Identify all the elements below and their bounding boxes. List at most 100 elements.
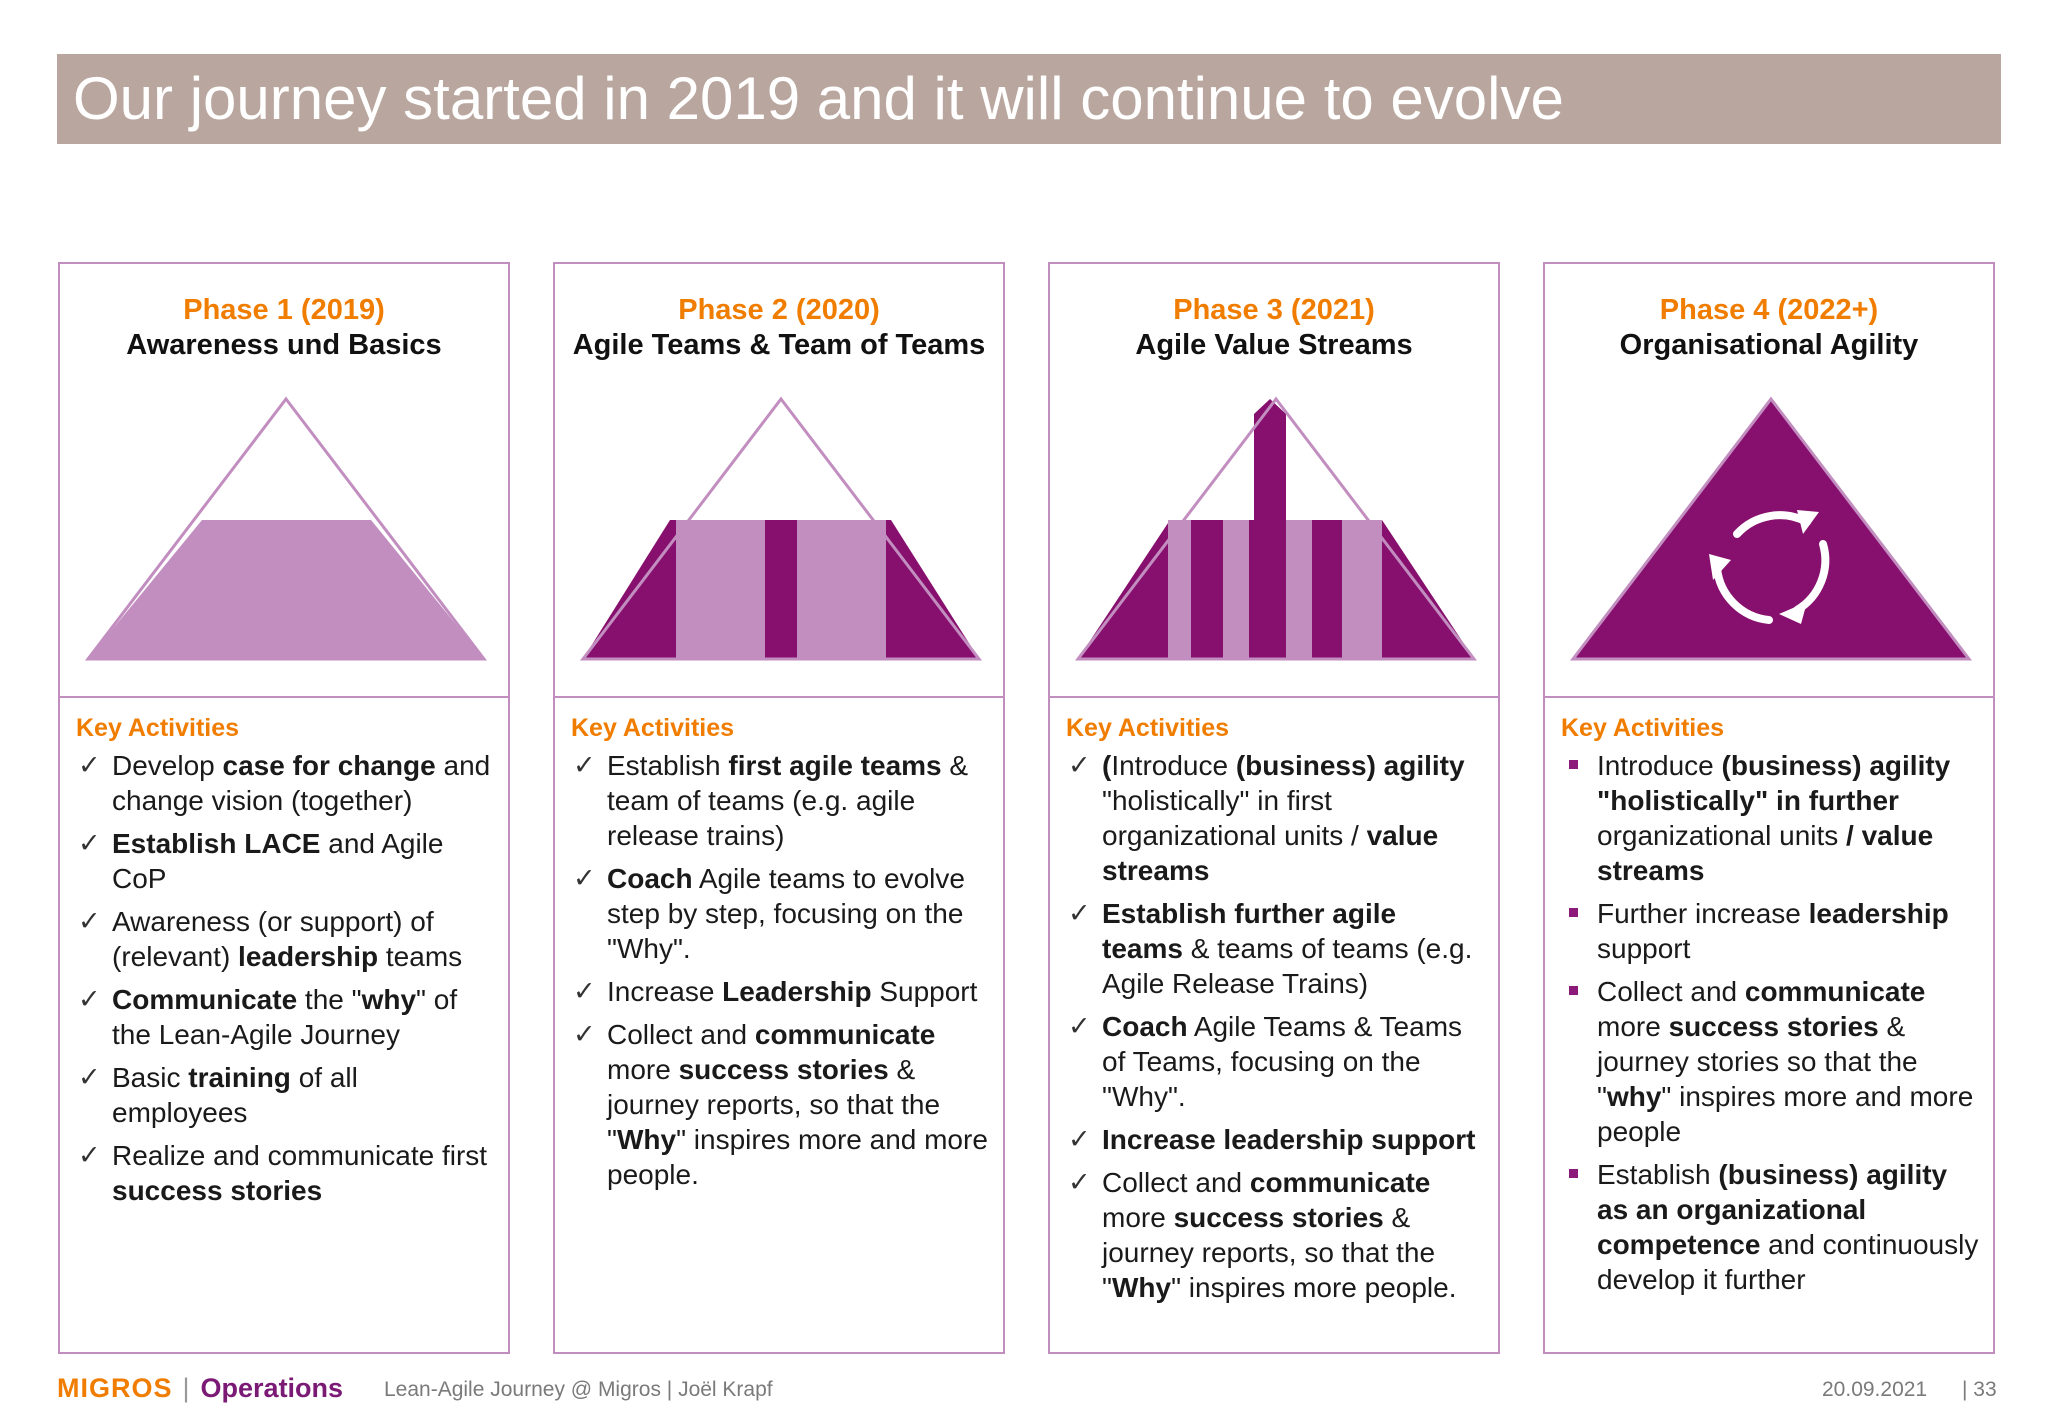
activity-text-bold: (business) agility as an organizational … [1597, 1159, 1948, 1260]
activity-item: ✓ Increase Leadership Support [571, 974, 989, 1009]
pyramid-value-stream-spike [1254, 399, 1286, 659]
checkmark-icon: ✓ [78, 984, 101, 1014]
activity-text: Develop [112, 750, 223, 781]
activity-text-bold: success stories [1668, 1011, 1879, 1042]
activity-text: Basic [112, 1062, 189, 1093]
activity-item: ✓ Basic training of all employees [76, 1060, 494, 1130]
phase-subtitle: Agile Value Streams [1135, 329, 1413, 361]
checkmark-icon: ✓ [78, 906, 101, 936]
key-activities-label: Key Activities [571, 714, 735, 742]
activity-list: ✓ Develop case for change and change visi… [76, 748, 494, 1216]
phase-label: Phase 3 (2021) [1173, 294, 1375, 326]
activity-text: more [607, 1054, 679, 1085]
activity-item: ✓ (Introduce (business) agility "holistic… [1066, 748, 1484, 888]
activity-text-bold: (business) agility "holistically" in fur… [1597, 750, 1951, 816]
activity-text-bold: success stories [112, 1175, 323, 1206]
pyramid-phase-1-graphic [84, 396, 488, 661]
activity-text: organizational units [1597, 820, 1847, 851]
activity-text: and change vision (together) [112, 750, 491, 816]
activity-text-bold: value streams [1102, 820, 1439, 886]
activity-text: Agile Teams & Teams of Teams, focusing o… [1102, 1011, 1463, 1112]
bullet-square-icon [1569, 908, 1578, 917]
activity-text: teams [378, 941, 463, 972]
activity-text: Introduce [1111, 750, 1236, 781]
phase-subtitle: Organisational Agility [1619, 329, 1919, 361]
migros-operations-logo: MIGROS | Operations [57, 1373, 343, 1404]
activity-text: Collect and [1102, 1167, 1250, 1198]
activity-text-bold: Coach [607, 863, 693, 894]
activity-text: of all employees [112, 1062, 358, 1128]
activity-text: & journey reports, so that the " [607, 1054, 941, 1155]
activity-item: ✓ Develop case for change and change visi… [76, 748, 494, 818]
checkmark-icon: ✓ [1068, 1124, 1091, 1154]
logo-unit: Operations [200, 1373, 344, 1403]
activity-item: ✓ Establish first agile teams & team of t… [571, 748, 989, 853]
phase-label: Phase 2 (2020) [678, 294, 880, 326]
activity-text: Collect and [1597, 976, 1745, 1007]
checkmark-icon: ✓ [78, 828, 101, 858]
activity-list: ✓ Establish first agile teams & team of t… [571, 748, 989, 1200]
activity-text: & journey reports, so that the " [1102, 1202, 1436, 1303]
pyramid-phase-2-graphic [579, 396, 983, 661]
activity-item: Establish (business) agility as an organ… [1561, 1157, 1979, 1297]
checkmark-icon: ✓ [573, 750, 596, 780]
pyramid-stream-bar [1191, 520, 1223, 659]
checkmark-icon: ✓ [573, 1019, 596, 1049]
activity-item: ✓ Coach Agile teams to evolve step by ste… [571, 861, 989, 966]
activity-text: " inspires more people. [1171, 1272, 1457, 1303]
activity-text: more [1597, 1011, 1669, 1042]
activity-text: Support [871, 976, 978, 1007]
activity-item: ✓ Communicate the "why" of the Lean-Agile… [76, 982, 494, 1052]
activity-text: & journey stories so that the " [1597, 1011, 1918, 1112]
bullet-square-icon [1569, 986, 1578, 995]
activity-item: Further increase leadership support [1561, 896, 1979, 966]
activity-text: " inspires more and more people. [607, 1124, 988, 1190]
key-activities-4: Key Activities Introduce (business) agil… [1545, 696, 1993, 1352]
activity-item: ✓ Establish further agile teams & teams o… [1066, 896, 1484, 1001]
activity-text-bold: Coach [1102, 1011, 1188, 1042]
footer-date: 20.09.2021 [1822, 1378, 1928, 1401]
activity-text-bold: communicate [1249, 1167, 1431, 1198]
activity-text-bold: case for change [222, 750, 436, 781]
footer-page-number: | 33 [1962, 1378, 1997, 1401]
key-activities-3: Key Activities ✓ (Introduce (business) ag… [1050, 696, 1498, 1352]
key-activities-2: Key Activities ✓ Establish first agile te… [555, 696, 1003, 1352]
checkmark-icon: ✓ [78, 1062, 101, 1092]
activity-item: ✓ Awareness (or support) of (relevant) le… [76, 904, 494, 974]
activity-text: & teams of teams (e.g. Agile Release Tra… [1102, 933, 1473, 999]
activity-text: and Agile CoP [112, 828, 444, 894]
phase-card-3: Phase 3 (2021) Agile Value Streams Key A… [1048, 262, 1500, 1354]
checkmark-icon: ✓ [1068, 750, 1091, 780]
activity-item: ✓ Collect and communicate more success st… [1066, 1165, 1484, 1305]
pyramid-full-fill [1569, 396, 1973, 661]
pyramid-outline [84, 396, 488, 661]
logo-separator: | [182, 1373, 191, 1403]
page-title: Our journey started in 2019 and it will … [73, 65, 1564, 132]
pyramid-stream-bar [1312, 520, 1342, 659]
activity-item: ✓ Collect and communicate more success st… [571, 1017, 989, 1192]
footer-presentation-title: Lean-Agile Journey @ Migros | Joël Krapf [384, 1378, 773, 1401]
activity-text: Awareness (or support) of (relevant) [112, 906, 434, 972]
phase-card-4: Phase 4 (2022+) Organisational Agility K… [1543, 262, 1995, 1354]
activity-text: "holistically" in first organizational u… [1102, 785, 1367, 851]
activity-text-bold: Establish further agile teams [1102, 898, 1397, 964]
key-activities-label: Key Activities [76, 714, 240, 742]
activity-text-bold: (business) agility [1235, 750, 1465, 781]
pyramid-outline [1074, 396, 1478, 661]
key-activities-label: Key Activities [1561, 714, 1725, 742]
activity-item: ✓ Coach Agile Teams & Teams of Teams, foc… [1066, 1009, 1484, 1114]
checkmark-icon: ✓ [573, 976, 596, 1006]
activity-text-bold: Increase leadership support [1102, 1124, 1476, 1155]
activity-text-bold: first agile teams [728, 750, 942, 781]
key-activities-1: Key Activities ✓ Develop case for change … [60, 696, 508, 1352]
phase-card-1: Phase 1 (2019) Awareness und Basics Key … [58, 262, 510, 1354]
activity-text-bold: why [1606, 1081, 1662, 1112]
activity-item: Collect and communicate more success sto… [1561, 974, 1979, 1149]
activity-text-bold: Why [616, 1124, 677, 1155]
activity-text: the " [297, 984, 362, 1015]
activity-text: Further increase [1597, 898, 1809, 929]
activity-text-bold: / value streams [1597, 820, 1934, 886]
activity-text-bold: communicate [754, 1019, 936, 1050]
pyramid-base-fill [88, 520, 484, 659]
activity-text: & team of teams (e.g. agile release trai… [607, 750, 969, 851]
